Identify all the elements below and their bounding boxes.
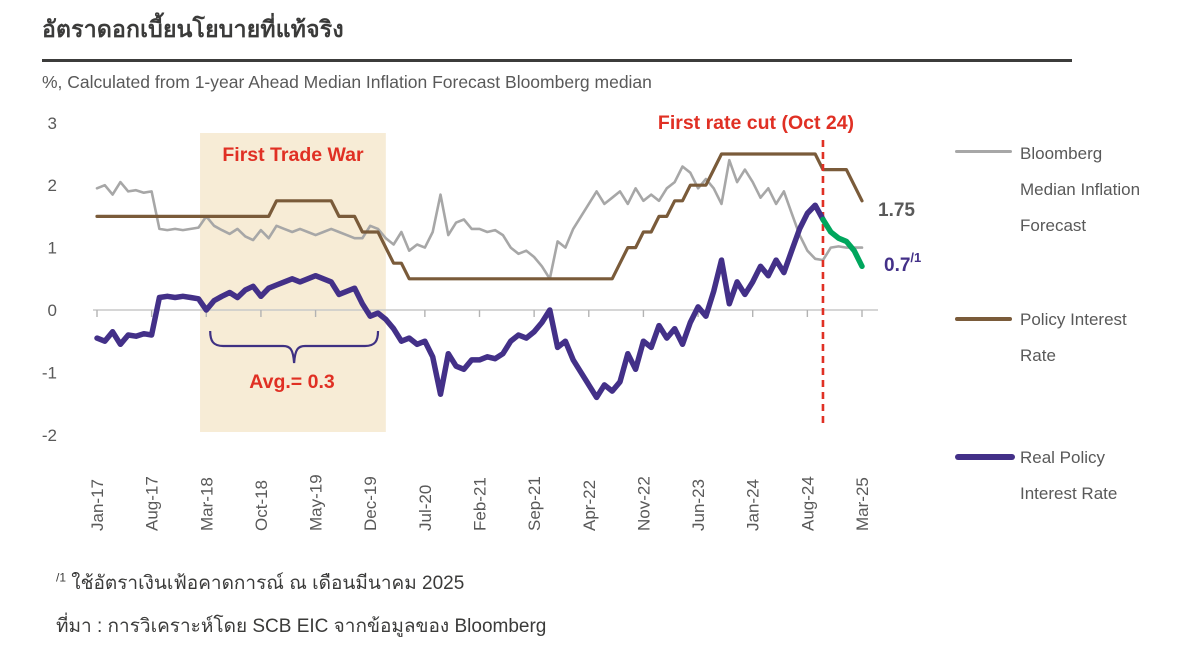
y-axis-label: 0 — [48, 301, 57, 320]
series-line-bloomberg-median-inflation-forecast — [95, 158, 864, 281]
legend-label-line: Real Policy — [1020, 448, 1106, 467]
annotation-first-trade-war: First Trade War — [222, 144, 364, 166]
x-axis-label: Aug-17 — [143, 476, 162, 531]
annotation-average-value: Avg.= 0.3 — [249, 371, 335, 393]
legend-label-line: Forecast — [1020, 216, 1087, 235]
trade-war-shaded-region — [200, 133, 386, 432]
legend-label-line: Median Inflation — [1020, 180, 1141, 199]
y-axis-label: 2 — [48, 176, 57, 195]
legend-label-line: Bloomberg — [1020, 144, 1103, 163]
legend-line-swatch-brown — [955, 317, 1012, 321]
annotation-first-rate-cut: First rate cut (Oct 24) — [657, 112, 855, 134]
series-line-policy-interest-rate — [95, 152, 864, 281]
y-axis-label: 3 — [48, 114, 57, 133]
x-axis-label: May-19 — [307, 474, 326, 531]
x-axis-label: Jul-20 — [416, 485, 435, 531]
x-axis-label: Mar-18 — [197, 477, 216, 531]
page-title: อัตราดอกเบี้ยนโยบายที่แท้จริง — [42, 16, 344, 42]
legend-line-swatch-gray — [955, 150, 1012, 153]
chart-unit-subtitle: %, Calculated from 1-year Ahead Median I… — [42, 72, 652, 92]
footnote-inflation-forecast: /1 ใช้อัตราเงินเฟ้อคาดการณ์ ณ เดือนมีนาค… — [56, 568, 464, 598]
y-axis-label: -2 — [42, 426, 57, 445]
series-line-real-policy-interest-rate-forecast — [820, 216, 865, 270]
x-axis-label: Aug-24 — [798, 476, 817, 531]
chart-legend: Bloomberg Median Inflation Forecast Poli… — [955, 136, 1170, 512]
x-axis-label: Sep-21 — [525, 476, 544, 531]
x-axis-label: Feb-21 — [471, 477, 490, 531]
policy-rate-end-value-label: 1.75 — [878, 200, 915, 221]
x-axis-label: Jun-23 — [689, 479, 708, 531]
legend-entry-bloomberg: Bloomberg Median Inflation Forecast — [955, 136, 1170, 244]
legend-entry-policy-rate: Policy Interest Rate — [955, 302, 1170, 374]
y-axis-label: -1 — [42, 363, 57, 382]
legend-label-line: Interest Rate — [1020, 484, 1118, 503]
series-line-real-policy-interest-rate — [94, 202, 826, 401]
x-axis-label: Dec-19 — [361, 476, 380, 531]
x-axis-label: Oct-18 — [252, 480, 271, 531]
legend-line-swatch-purple — [955, 454, 1015, 460]
legend-label-line: Rate — [1020, 346, 1056, 365]
footnote-text: ใช้อัตราเงินเฟ้อคาดการณ์ ณ เดือนมีนาคม 2… — [66, 573, 465, 594]
x-axis-label: Jan-24 — [744, 479, 763, 531]
real-rate-end-value-label: 0.7/1 — [884, 250, 921, 276]
legend-label-line: Policy Interest — [1020, 310, 1127, 329]
y-axis-label: 1 — [48, 239, 57, 258]
footnote-source: ที่มา : การวิเคราะห์โดย SCB EIC จากข้อมู… — [56, 616, 547, 637]
title-underline-rule — [42, 59, 1072, 62]
legend-entry-real-policy-rate: Real Policy Interest Rate — [955, 440, 1170, 512]
x-axis-label: Jan-17 — [88, 479, 107, 531]
x-axis-label: Apr-22 — [580, 480, 599, 531]
avg-brace — [209, 330, 380, 364]
x-axis-label: Nov-22 — [634, 476, 653, 531]
footnote-superscript: /1 — [56, 570, 67, 585]
x-axis-label: Mar-25 — [853, 477, 872, 531]
